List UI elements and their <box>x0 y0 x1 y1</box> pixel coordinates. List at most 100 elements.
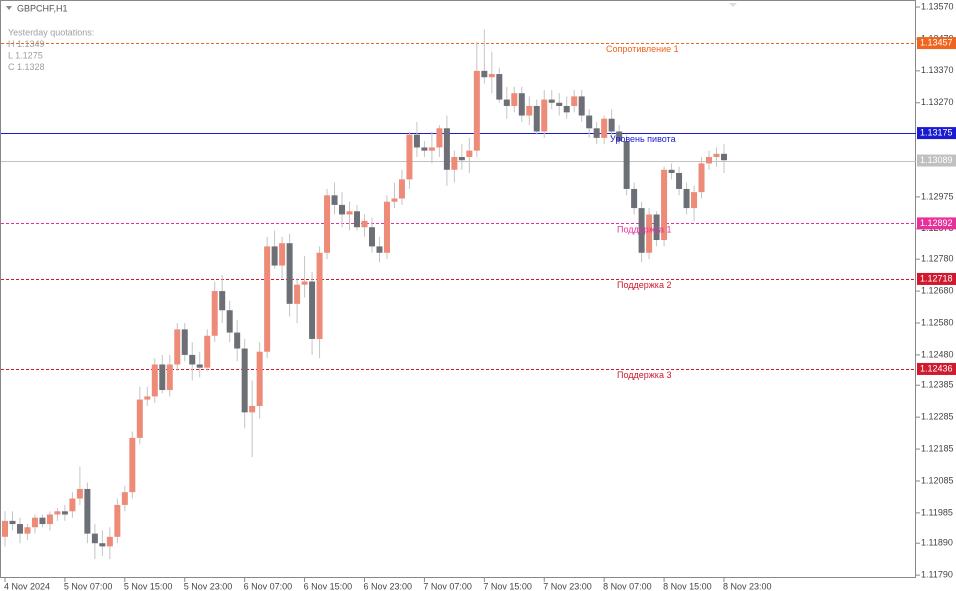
info-text: C 1.1328 <box>8 62 45 72</box>
candle-body <box>234 332 241 349</box>
candle-body <box>69 498 76 512</box>
candle-body <box>421 147 428 151</box>
price-box-label: 1.12436 <box>920 363 953 373</box>
level-label: Поддержка 2 <box>617 280 671 290</box>
candle-body <box>16 524 23 534</box>
candle-body <box>249 405 256 413</box>
candle-body <box>294 284 301 304</box>
candle-body <box>376 246 383 253</box>
x-tick-label: 6 Nov 23:00 <box>364 581 413 591</box>
y-tick-label: 1.11790 <box>921 570 953 580</box>
candle-body <box>346 211 353 215</box>
menu-arrow[interactable] <box>6 6 12 10</box>
price-box-label: 1.13175 <box>920 127 953 137</box>
candle-body <box>354 211 361 228</box>
price-box <box>917 362 956 375</box>
candle-body <box>653 214 660 241</box>
candle-body <box>181 329 188 355</box>
candle-body <box>601 118 608 138</box>
candle-body <box>129 437 136 493</box>
candle-body <box>121 492 128 505</box>
level-label: Сопротивление 1 <box>606 44 679 54</box>
candle-body <box>2 520 8 537</box>
candle-body <box>39 517 46 525</box>
candle-body <box>91 533 98 544</box>
candle-body <box>721 153 727 161</box>
candle-body <box>668 169 675 173</box>
candle-body <box>616 131 623 142</box>
x-tick-label: 8 Nov 07:00 <box>603 581 652 591</box>
candle-body <box>698 163 705 193</box>
price-box-label: 1.12892 <box>920 218 953 228</box>
x-tick-label: 5 Nov 07:00 <box>64 581 113 591</box>
y-tick-label: 1.13370 <box>921 65 954 75</box>
x-tick-label: 7 Nov 07:00 <box>423 581 472 591</box>
candle-body <box>398 179 405 199</box>
candle-body <box>211 291 218 336</box>
x-tick-label: 4 Nov 2024 <box>4 581 50 591</box>
candle-body <box>496 74 503 100</box>
plot-frame <box>0 0 916 578</box>
candle-body <box>196 364 203 368</box>
level-label: Уровень пивота <box>610 134 676 144</box>
candle-body <box>533 105 540 132</box>
candle-body <box>691 192 698 209</box>
candle-body <box>309 281 316 339</box>
y-tick-label: 1.12480 <box>921 349 954 359</box>
info-text: Yesterday quotations: <box>8 27 94 37</box>
price-box <box>917 154 956 167</box>
candle-body <box>571 96 578 106</box>
candle-body <box>219 291 226 311</box>
candle-body <box>61 511 68 515</box>
x-tick-label: 6 Nov 07:00 <box>244 581 293 591</box>
candle-body <box>458 157 465 161</box>
candle-body <box>136 399 143 438</box>
candle-body <box>166 364 173 391</box>
candle-body <box>159 364 166 391</box>
candle-body <box>488 74 495 78</box>
candle-body <box>256 351 263 406</box>
candle-body <box>204 335 211 368</box>
candle-body <box>593 128 600 138</box>
candle-body <box>24 527 31 534</box>
candle-body <box>466 150 473 158</box>
info-text: L 1.1275 <box>8 50 43 60</box>
candle-body <box>406 134 413 180</box>
price-box <box>917 217 956 230</box>
y-tick-label: 1.11985 <box>921 507 953 517</box>
candle-body <box>383 201 390 253</box>
candle-body <box>563 105 570 113</box>
candle-body <box>631 188 638 209</box>
candle-body <box>413 134 420 148</box>
candle-body <box>114 504 121 537</box>
candle-body <box>451 157 458 170</box>
candle-body <box>31 517 38 528</box>
candle-body <box>436 128 443 148</box>
y-tick-label: 1.12780 <box>921 254 954 264</box>
chart-title: GBPCHF,H1 <box>17 3 68 13</box>
candle-body <box>324 195 331 253</box>
candle-body <box>9 520 16 525</box>
x-tick-label: 7 Nov 15:00 <box>483 581 532 591</box>
candle-body <box>286 243 293 304</box>
price-box <box>917 127 956 140</box>
x-tick-label: 5 Nov 15:00 <box>124 581 173 591</box>
candle-body <box>481 70 488 78</box>
candle-body <box>368 227 375 247</box>
candle-body <box>241 348 248 413</box>
candle-body <box>623 141 630 189</box>
y-tick-label: 1.13270 <box>921 97 954 107</box>
candle-body <box>106 536 113 547</box>
price-box-label: 1.13457 <box>920 37 953 47</box>
candle-body <box>578 96 585 116</box>
candle-body <box>646 214 653 253</box>
candle-body <box>511 93 518 106</box>
x-tick-label: 7 Nov 23:00 <box>543 581 592 591</box>
candle-body <box>676 172 683 189</box>
candle-body <box>151 364 158 397</box>
candle-body <box>144 396 151 400</box>
price-box-label: 1.13089 <box>920 155 953 165</box>
candle-body <box>331 195 338 205</box>
candle-body <box>316 252 323 339</box>
